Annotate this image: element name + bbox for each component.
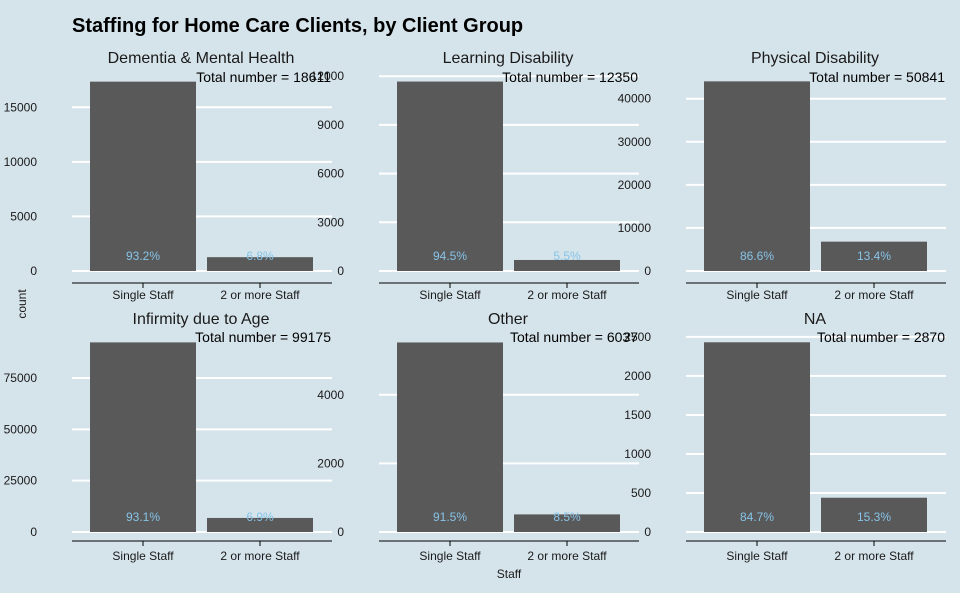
x-tick-label: Single Staff — [726, 288, 788, 302]
x-tick-label: Single Staff — [112, 549, 174, 563]
percent-label: 93.2% — [126, 249, 160, 263]
facet-panel: 0 5000 10000 15000 93.2% 6.8% Single Staff 2 or… — [4, 50, 332, 302]
percent-label: 91.5% — [433, 510, 467, 524]
x-tick-label: Single Staff — [419, 549, 481, 563]
y-tick-label: 9000 — [317, 118, 344, 132]
bar — [90, 81, 196, 271]
facet-title: Dementia & Mental Health — [108, 50, 295, 67]
percent-label: 6.8% — [246, 249, 274, 263]
facet-panel: 0 25000 50000 75000 93.1% 6.9% Single Staff 2 o… — [4, 311, 332, 563]
facet-title: Infirmity due to Age — [133, 311, 270, 328]
bar — [821, 241, 927, 271]
facet-title: Physical Disability — [751, 50, 879, 67]
total-label: Total number = 12350 — [502, 69, 638, 85]
total-label: Total number = 6037 — [510, 329, 638, 345]
x-tick-label: 2 or more Staff — [527, 549, 607, 563]
facet-panel: 0 10000 20000 30000 40000 86.6% 13.4% Single St… — [618, 50, 946, 302]
percent-label: 93.1% — [126, 510, 160, 524]
bar — [821, 497, 927, 532]
total-label: Total number = 18611 — [196, 69, 331, 85]
bar — [397, 81, 503, 271]
x-tick-label: Single Staff — [726, 549, 788, 563]
bar — [514, 259, 620, 271]
y-tick-label: 0 — [644, 264, 651, 278]
percent-label: 6.9% — [246, 510, 274, 524]
x-tick-label: 2 or more Staff — [834, 549, 914, 563]
bar — [207, 257, 313, 271]
percent-label: 13.4% — [857, 249, 891, 263]
y-tick-label: 500 — [631, 486, 651, 500]
total-label: Total number = 50841 — [809, 69, 945, 85]
x-tick-label: 2 or more Staff — [220, 549, 300, 563]
y-tick-label: 0 — [337, 264, 344, 278]
y-tick-label: 40000 — [618, 92, 652, 106]
facet-title: Learning Disability — [443, 50, 574, 67]
x-tick-label: 2 or more Staff — [527, 288, 607, 302]
y-tick-label: 0 — [337, 525, 344, 539]
y-tick-label: 2000 — [317, 456, 344, 470]
y-tick-label: 30000 — [618, 135, 652, 149]
x-tick-label: Single Staff — [419, 288, 481, 302]
y-tick-label: 10000 — [618, 221, 652, 235]
x-tick-label: 2 or more Staff — [220, 288, 300, 302]
y-tick-label: 4000 — [317, 388, 344, 402]
bar — [514, 514, 620, 532]
x-tick-label: 2 or more Staff — [834, 288, 914, 302]
percent-label: 86.6% — [740, 249, 774, 263]
y-tick-label: 15000 — [4, 100, 38, 114]
y-tick-label: 75000 — [4, 371, 38, 385]
y-tick-label: 50000 — [4, 422, 38, 436]
percent-label: 5.5% — [553, 249, 581, 263]
total-label: Total number = 2870 — [817, 329, 945, 345]
facet-title: Other — [488, 311, 529, 328]
bar — [704, 342, 810, 532]
bar — [90, 342, 196, 532]
x-axis-title: Staff — [497, 567, 522, 581]
total-label: Total number = 99175 — [195, 329, 331, 345]
y-tick-label: 6000 — [317, 167, 344, 181]
y-tick-label: 12000 — [311, 69, 345, 83]
y-tick-label: 3000 — [317, 215, 344, 229]
y-tick-label: 0 — [30, 525, 37, 539]
y-tick-label: 1000 — [624, 447, 651, 461]
x-tick-label: Single Staff — [112, 288, 174, 302]
percent-label: 84.7% — [740, 510, 774, 524]
y-axis-title: count — [15, 289, 29, 319]
y-tick-label: 2500 — [624, 330, 651, 344]
facet-panel: 0 500 1000 1500 2000 2500 84.7% 15.3% Single Sta… — [624, 311, 946, 563]
percent-label: 8.5% — [553, 510, 581, 524]
facet-panel: 0 2000 4000 91.5% 8.5% Single Staff 2 or more … — [317, 311, 639, 563]
y-tick-label: 25000 — [4, 474, 38, 488]
chart-title: Staffing for Home Care Clients, by Clien… — [72, 15, 523, 37]
percent-label: 15.3% — [857, 510, 891, 524]
facet-title: NA — [804, 311, 827, 328]
bar — [207, 517, 313, 532]
y-tick-label: 20000 — [618, 178, 652, 192]
facet-panel: 0 3000 6000 9000 12000 94.5% 5.5% Single Staff 2… — [311, 50, 639, 302]
percent-label: 94.5% — [433, 249, 467, 263]
y-tick-label: 0 — [30, 264, 37, 278]
bar — [397, 342, 503, 532]
y-tick-label: 1500 — [624, 408, 651, 422]
y-tick-label: 5000 — [10, 209, 37, 223]
y-tick-label: 0 — [644, 525, 651, 539]
y-tick-label: 2000 — [624, 369, 651, 383]
y-tick-label: 10000 — [4, 155, 38, 169]
bar — [704, 81, 810, 271]
